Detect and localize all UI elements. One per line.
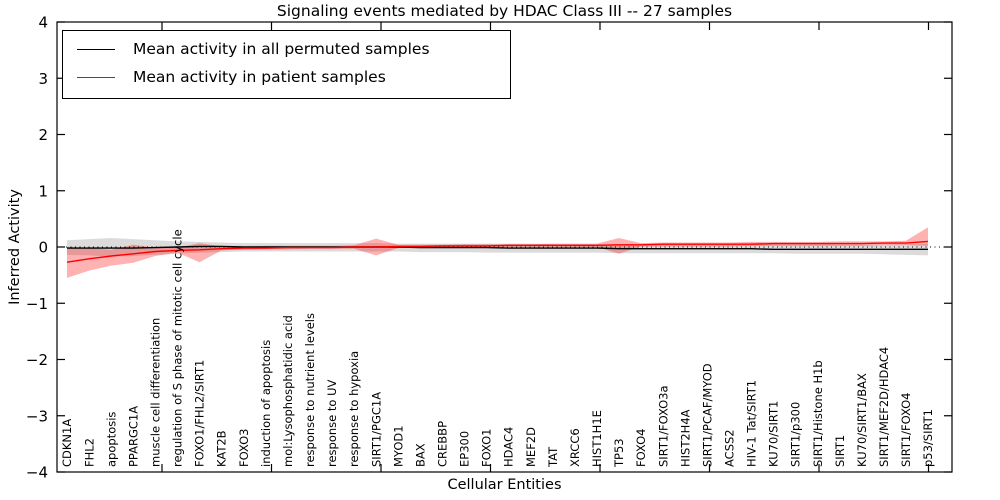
x-category-label: FOXO1/FHL2/SIRT1 [193,360,207,467]
y-tick-label: 3 [38,70,48,88]
x-category-label: KAT2B [215,430,229,467]
x-category-label: SIRT1/Histone H1b [811,360,825,467]
x-category-label: mol:Lysophosphatidic acid [281,315,295,467]
y-tick-label: −4 [26,464,48,482]
x-category-label: HIV-1 Tat/SIRT1 [745,380,759,467]
x-category-label: FOXO1 [480,429,494,467]
legend-row-patient: Mean activity in patient samples [77,67,500,87]
y-tick-label: −1 [26,295,48,313]
x-category-label: MYOD1 [391,425,405,467]
line-series-0 [67,245,928,251]
x-category-label: TAT [546,446,560,468]
x-category-label: SIRT1/MEF2D/HDAC4 [877,347,891,467]
x-axis-label: Cellular Entities [447,477,562,493]
x-category-label: TP53 [612,438,626,468]
x-category-label: muscle cell differentiation [149,318,163,467]
line-series-1 [66,240,929,263]
x-category-label: XRCC6 [568,428,582,467]
legend: Mean activity in all permuted samples Me… [62,30,511,99]
x-category-label: MEF2D [524,427,538,467]
y-tick-label: 0 [38,239,48,257]
x-category-label: response to UV [325,379,339,467]
x-category-label: SIRT1/p300 [789,402,803,467]
y-tick-label: 2 [38,126,48,144]
legend-line-sample-patient [77,77,115,79]
chart-title: Signaling events mediated by HDAC Class … [276,2,733,20]
legend-row-permuted: Mean activity in all permuted samples [77,40,500,59]
x-category-label: HIST2H4A [678,409,692,467]
x-category-label: apoptosis [104,412,118,467]
y-tick-label: −2 [26,351,48,369]
legend-label-patient: Mean activity in patient samples [133,67,386,86]
legend-label-permuted: Mean activity in all permuted samples [133,40,430,58]
y-tick-label: −3 [26,407,48,425]
x-category-label: SIRT1/PCAF/MYOD [700,363,714,467]
x-category-label: SIRT1/PGC1A [369,392,383,467]
x-category-label: HIST1H1E [590,410,604,467]
x-category-label: FHL2 [82,438,96,467]
x-category-label: ACSS2 [723,429,737,467]
x-category-label: SIRT1/FOXO4 [899,392,913,467]
x-category-label: KU70/SIRT1 [767,401,781,467]
x-category-label: response to hypoxia [347,351,361,467]
x-category-label: FOXO3 [237,429,251,467]
x-category-label: p53/SIRT1 [921,409,935,467]
x-category-label: FOXO4 [634,429,648,467]
x-category-label: regulation of S phase of mitotic cell cy… [171,229,185,467]
x-category-label: PPARGC1A [126,406,140,467]
legend-line-sample-permuted [77,49,115,51]
x-category-label: EP300 [458,431,472,467]
x-category-label: induction of apoptosis [259,340,273,467]
x-category-label: response to nutrient levels [303,313,317,467]
x-category-label: BAX [413,443,427,467]
x-category-label: CREBBP [436,421,450,467]
x-category-label: SIRT1 [833,435,847,467]
x-category-label: HDAC4 [502,427,516,467]
x-category-label: CDKN1A [60,419,74,467]
x-category-label: KU70/SIRT1/BAX [855,373,869,467]
y-tick-label: 1 [38,182,48,200]
x-category-label: SIRT1/FOXO3a [656,385,670,467]
y-tick-label: 4 [38,14,48,32]
